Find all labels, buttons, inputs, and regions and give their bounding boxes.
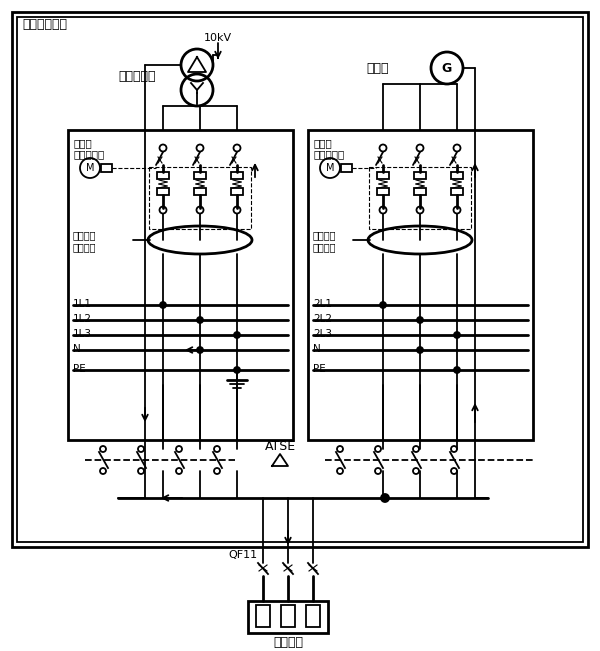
Text: 1L3: 1L3 <box>73 329 92 339</box>
Text: G: G <box>442 61 452 74</box>
Bar <box>12 12 588 547</box>
Bar <box>17 17 583 542</box>
Text: 2L3: 2L3 <box>313 329 332 339</box>
Text: N: N <box>73 344 81 354</box>
Text: 用电设备: 用电设备 <box>273 635 303 648</box>
Bar <box>248 601 328 633</box>
Text: 进线断路器: 进线断路器 <box>313 149 344 159</box>
Circle shape <box>234 367 240 373</box>
Circle shape <box>417 347 423 353</box>
Text: 2L2: 2L2 <box>313 314 332 324</box>
Text: M: M <box>326 163 334 173</box>
Bar <box>101 164 112 172</box>
Text: 发电机: 发电机 <box>366 61 389 74</box>
Text: 1L1: 1L1 <box>73 299 92 309</box>
Text: 2L1: 2L1 <box>313 299 332 309</box>
Bar <box>377 172 389 179</box>
Circle shape <box>454 367 460 373</box>
Bar <box>149 167 251 229</box>
Circle shape <box>160 302 166 308</box>
Bar <box>341 164 352 172</box>
Text: 1L2: 1L2 <box>73 314 92 324</box>
Text: 10kV: 10kV <box>204 33 232 43</box>
Circle shape <box>454 332 460 338</box>
Bar <box>231 188 243 195</box>
Bar <box>194 188 206 195</box>
Bar <box>451 172 463 179</box>
Text: M: M <box>86 163 94 173</box>
Bar <box>281 605 295 627</box>
Text: 进线断路器: 进线断路器 <box>73 149 104 159</box>
Text: 接地故障: 接地故障 <box>73 230 97 240</box>
Text: 同一座配电所: 同一座配电所 <box>22 18 67 31</box>
Text: PE: PE <box>313 364 326 374</box>
Bar <box>451 188 463 195</box>
Bar <box>308 130 533 440</box>
Bar <box>369 167 471 229</box>
Bar <box>157 172 169 179</box>
Circle shape <box>234 332 240 338</box>
Bar <box>414 188 426 195</box>
Bar <box>157 188 169 195</box>
Text: QF11: QF11 <box>228 550 257 560</box>
Circle shape <box>197 317 203 323</box>
Text: 电流检测: 电流检测 <box>73 242 97 252</box>
Bar <box>377 188 389 195</box>
Bar <box>68 130 293 440</box>
Bar <box>414 172 426 179</box>
Text: 接地故障: 接地故障 <box>313 230 337 240</box>
Text: N: N <box>313 344 321 354</box>
Circle shape <box>381 494 389 502</box>
Bar <box>231 172 243 179</box>
Bar <box>306 605 320 627</box>
Bar <box>256 605 270 627</box>
Circle shape <box>380 302 386 308</box>
Text: 变压器: 变压器 <box>73 138 92 148</box>
Text: ATSE: ATSE <box>265 439 296 452</box>
Text: PE: PE <box>73 364 86 374</box>
Text: 电流检测: 电流检测 <box>313 242 337 252</box>
Text: 发电机: 发电机 <box>313 138 332 148</box>
Circle shape <box>197 347 203 353</box>
Text: 电力变压器: 电力变压器 <box>118 70 155 83</box>
Circle shape <box>417 317 423 323</box>
Bar <box>194 172 206 179</box>
